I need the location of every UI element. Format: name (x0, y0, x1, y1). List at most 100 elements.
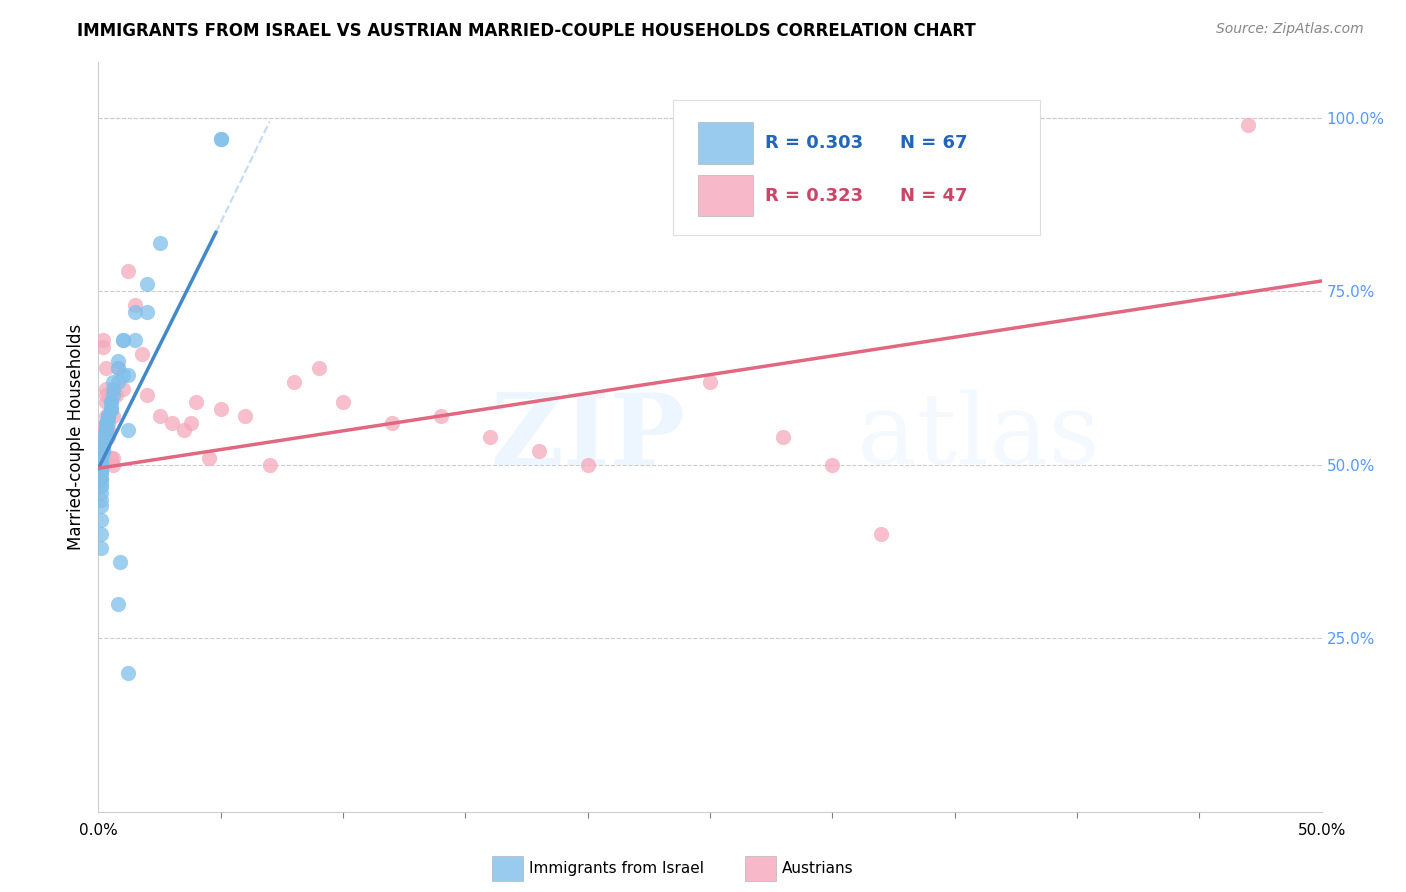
Point (209, 402, 232, 417)
Point (90, 458, 112, 472)
Point (149, 235, 172, 250)
Point (117, 423, 139, 437)
Point (97, 409, 120, 424)
Point (94, 416, 117, 430)
Point (332, 395, 354, 409)
Point (90, 450, 112, 465)
Point (91, 437, 114, 451)
Point (1237, 118, 1260, 132)
Point (478, 430, 501, 444)
Point (90, 541, 112, 555)
Bar (697, 175, 752, 216)
Point (233, 409, 256, 424)
Text: R = 0.323: R = 0.323 (765, 186, 863, 205)
Point (870, 527, 893, 541)
Point (91, 333, 114, 347)
Point (90, 513, 112, 527)
Point (149, 409, 172, 424)
Point (91, 444, 114, 458)
Point (186, 395, 208, 409)
Point (308, 360, 330, 375)
Point (90, 450, 112, 465)
Point (136, 277, 159, 292)
Point (209, 132, 232, 146)
Point (90, 478, 112, 492)
Point (100, 450, 122, 465)
Point (90, 472, 112, 486)
Point (90, 478, 112, 492)
Point (111, 333, 134, 347)
Point (94, 382, 117, 396)
Text: atlas: atlas (856, 389, 1099, 485)
Text: ZIP: ZIP (491, 389, 686, 485)
FancyBboxPatch shape (673, 100, 1040, 235)
Point (90, 423, 112, 437)
Point (117, 368, 139, 382)
Point (100, 395, 122, 409)
Point (91, 437, 114, 451)
Point (97, 416, 120, 430)
Point (136, 305, 159, 319)
Point (160, 416, 183, 430)
Point (100, 402, 122, 417)
Point (107, 353, 129, 368)
Point (111, 382, 134, 396)
Point (430, 409, 453, 424)
Y-axis label: Married-couple Households: Married-couple Households (66, 324, 84, 550)
Point (94, 423, 117, 437)
Point (91, 444, 114, 458)
Point (100, 402, 122, 417)
Point (90, 458, 112, 472)
Point (576, 458, 599, 472)
Point (90, 458, 112, 472)
Point (117, 665, 139, 680)
Point (101, 458, 124, 472)
Point (94, 423, 117, 437)
Point (283, 375, 305, 389)
Point (100, 395, 122, 409)
Point (101, 375, 124, 389)
Point (107, 360, 129, 375)
Point (821, 458, 844, 472)
Point (90, 465, 112, 479)
Point (111, 368, 134, 382)
Text: N = 47: N = 47 (900, 186, 967, 205)
Point (173, 423, 195, 437)
Point (90, 472, 112, 486)
Point (94, 409, 117, 424)
Point (110, 555, 132, 569)
Point (124, 305, 146, 319)
Point (94, 416, 117, 430)
Point (97, 409, 120, 424)
Point (90, 500, 112, 514)
Point (101, 450, 124, 465)
Point (90, 458, 112, 472)
Point (100, 402, 122, 417)
Point (90, 458, 112, 472)
Point (527, 444, 550, 458)
Point (90, 465, 112, 479)
Text: N = 67: N = 67 (900, 135, 967, 153)
Point (94, 416, 117, 430)
Point (97, 423, 120, 437)
Point (90, 485, 112, 500)
Text: Immigrants from Israel: Immigrants from Israel (529, 862, 703, 876)
Point (101, 382, 124, 396)
Point (699, 375, 721, 389)
Point (91, 444, 114, 458)
Point (94, 423, 117, 437)
Text: IMMIGRANTS FROM ISRAEL VS AUSTRIAN MARRIED-COUPLE HOUSEHOLDS CORRELATION CHART: IMMIGRANTS FROM ISRAEL VS AUSTRIAN MARRI… (77, 22, 976, 40)
Point (90, 527, 112, 541)
Point (180, 416, 202, 430)
Point (111, 333, 134, 347)
Point (94, 430, 117, 444)
Point (97, 423, 120, 437)
Point (91, 437, 114, 451)
Point (90, 472, 112, 486)
Point (94, 423, 117, 437)
Point (259, 458, 281, 472)
Point (107, 360, 129, 375)
Point (131, 347, 153, 361)
Text: Source: ZipAtlas.com: Source: ZipAtlas.com (1216, 22, 1364, 37)
Point (97, 409, 120, 424)
